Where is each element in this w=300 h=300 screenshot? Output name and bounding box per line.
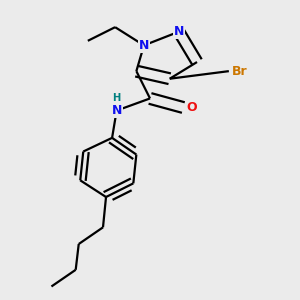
Text: H: H <box>112 93 121 103</box>
Text: N: N <box>174 25 184 38</box>
Text: N: N <box>139 39 149 52</box>
Text: N: N <box>112 104 122 117</box>
Text: O: O <box>186 101 197 114</box>
Text: Br: Br <box>232 64 248 78</box>
